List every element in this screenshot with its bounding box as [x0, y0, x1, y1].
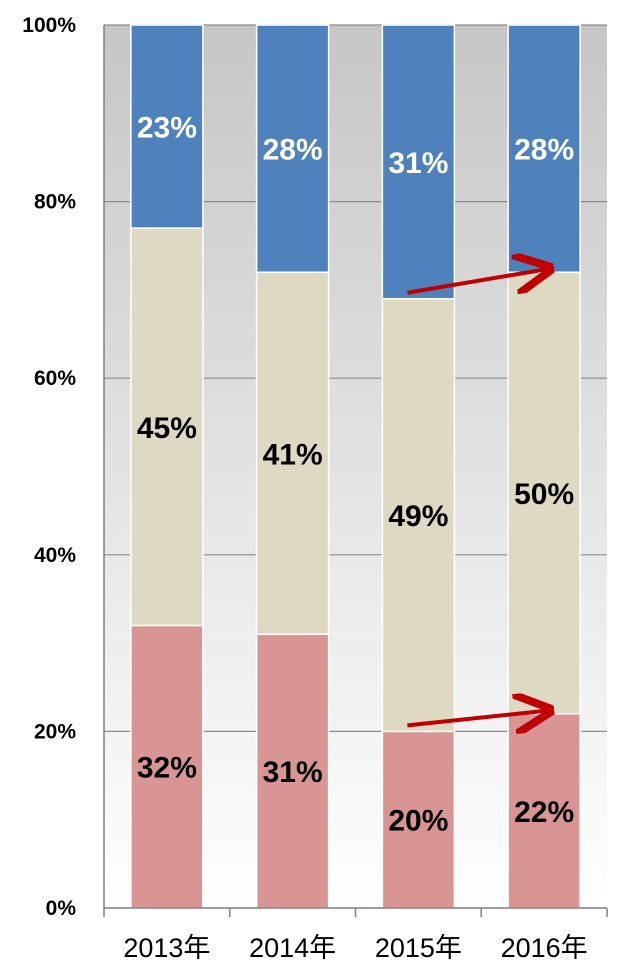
bar-segment — [381, 24, 456, 300]
bars — [130, 24, 581, 909]
bar-segment — [255, 633, 330, 909]
data-label: 31% — [263, 756, 323, 789]
bar-segment — [507, 24, 581, 273]
y-tick-label: 60% — [34, 367, 76, 390]
data-label: 23% — [137, 112, 197, 145]
bar-segment — [130, 227, 204, 627]
x-tick-label: 2015年 — [375, 933, 462, 963]
trend-arrow — [407, 269, 546, 295]
bar-segment — [507, 712, 581, 909]
data-label: 22% — [514, 796, 574, 829]
data-label: 49% — [388, 500, 448, 533]
trend-arrow — [407, 711, 546, 726]
data-label: 32% — [137, 752, 197, 785]
bar-segment — [255, 271, 330, 636]
data-label: 31% — [388, 147, 448, 180]
data-label: 50% — [514, 478, 574, 511]
bar-segment — [507, 271, 581, 715]
bar-segment — [381, 297, 456, 733]
data-label: 45% — [137, 412, 197, 445]
bar-segment — [130, 624, 204, 909]
data-labels: 32% 45% 23% 31% 41% 28% 20% 49% 31% 22% 50% 28% — [137, 112, 574, 838]
y-tick-label: 80% — [34, 191, 76, 214]
x-tick-label: 2013年 — [123, 933, 210, 963]
annotations — [407, 269, 546, 725]
bar-segment — [255, 24, 330, 273]
y-tick-label: 40% — [34, 544, 76, 567]
x-tick-label: 2016年 — [501, 933, 588, 963]
x-tick-label: 2014年 — [249, 933, 336, 963]
y-tick-label: 0% — [46, 897, 77, 920]
data-label: 20% — [388, 805, 448, 838]
data-label: 28% — [514, 134, 574, 167]
y-tick-label: 100% — [22, 14, 76, 37]
data-label: 41% — [263, 438, 323, 471]
axes: 0% 20% 40% 60% 80% 100% 2013年 2014年 2015年 2016年 — [22, 14, 608, 963]
bar-segment — [130, 24, 204, 229]
y-tick-label: 20% — [34, 720, 76, 743]
data-label: 28% — [263, 134, 323, 167]
